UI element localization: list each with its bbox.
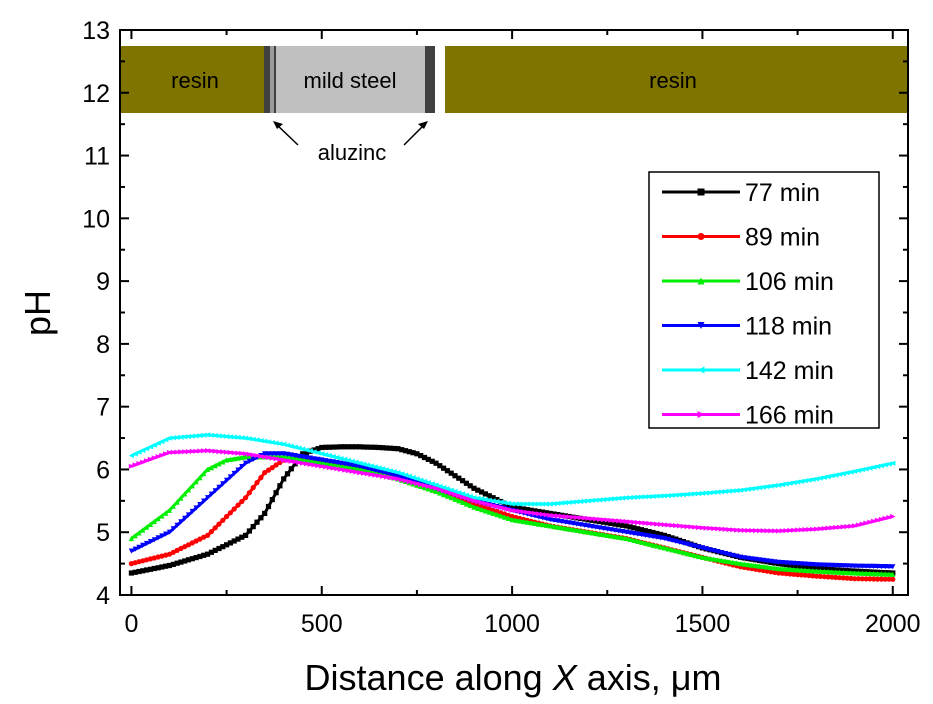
legend-label: 118 min <box>745 313 832 341</box>
x-axis-title-variable: X <box>552 657 579 698</box>
data-point <box>890 577 895 582</box>
y-tick-label: 12 <box>82 80 110 108</box>
data-point <box>216 522 221 527</box>
data-point <box>213 525 218 530</box>
data-point <box>277 483 282 488</box>
series-142-min <box>129 432 896 506</box>
data-point <box>254 480 259 485</box>
aluzinc-right-layer <box>425 46 435 113</box>
resin-right-label: resin <box>649 68 697 93</box>
y-tick-label: 11 <box>84 143 110 171</box>
data-point <box>220 518 225 523</box>
y-tick-label: 7 <box>96 394 110 422</box>
legend-label: 142 min <box>745 357 834 385</box>
legend-label: 89 min <box>745 224 820 252</box>
y-tick-label: 9 <box>96 268 110 296</box>
series-line <box>131 435 892 504</box>
data-point <box>266 504 271 509</box>
aluzinc-right-arrowhead <box>418 121 428 129</box>
x-tick-label: 0 <box>124 610 138 638</box>
legend-swatch-marker <box>698 233 705 240</box>
data-point <box>247 490 252 495</box>
data-point <box>262 511 267 516</box>
x-tick-label: 1500 <box>675 610 731 638</box>
data-point <box>289 466 294 471</box>
sample-cross-section-inset: resin mild steel resin aluzinc <box>120 46 908 165</box>
legend: 77 min 89 min 106 min 118 min 142 min 166 min <box>649 172 879 430</box>
y-tick-label: 10 <box>82 205 110 233</box>
aluzinc-left-highlight <box>270 46 274 113</box>
legend-label: 166 min <box>745 402 834 430</box>
mild-steel-label: mild steel <box>304 68 397 93</box>
data-point <box>228 510 233 515</box>
data-point <box>209 529 214 534</box>
data-point <box>224 514 229 519</box>
x-tick-label: 1000 <box>484 610 540 638</box>
legend-label: 106 min <box>745 268 834 296</box>
aluzinc-label: aluzinc <box>318 140 386 165</box>
legend-swatch-marker <box>698 189 705 196</box>
legend-label: 77 min <box>745 179 820 207</box>
x-axis-title: Distance along X axis, μm <box>305 657 722 698</box>
resin-gap <box>435 46 445 113</box>
data-point <box>270 497 275 502</box>
series-layer <box>129 432 896 582</box>
y-tick-label: 13 <box>82 17 110 45</box>
data-point <box>285 471 290 476</box>
data-point <box>232 506 237 511</box>
data-point <box>235 503 240 508</box>
y-tick-label: 8 <box>96 331 110 359</box>
x-axis-title-prefix: Distance along <box>305 657 553 698</box>
data-point <box>890 514 895 519</box>
legend-box <box>649 172 879 428</box>
data-point <box>281 476 286 481</box>
data-point <box>258 475 263 480</box>
resin-left-label: resin <box>171 68 219 93</box>
y-tick-label: 5 <box>96 519 110 547</box>
x-axis-title-suffix: axis, μm <box>577 657 722 698</box>
data-point <box>239 499 244 504</box>
data-point <box>251 485 256 490</box>
data-point <box>274 490 279 495</box>
x-tick-label: 500 <box>301 610 343 638</box>
y-tick-label: 4 <box>96 582 110 610</box>
y-axis-title: pH <box>17 290 58 336</box>
aluzinc-left-arrowhead <box>273 121 283 129</box>
data-point <box>205 533 210 538</box>
x-tick-label: 2000 <box>865 610 921 638</box>
data-point <box>243 495 248 500</box>
y-tick-label: 6 <box>96 456 110 484</box>
